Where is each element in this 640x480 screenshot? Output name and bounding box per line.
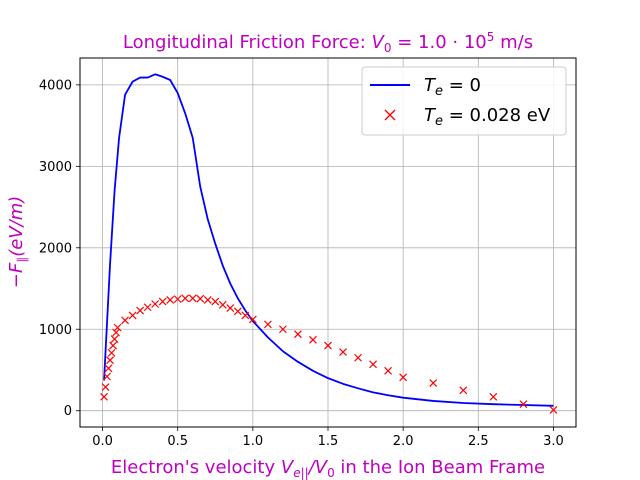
- data-point-te-0028: [241, 311, 250, 320]
- data-point-te-0028: [226, 304, 235, 312]
- legend-box: [361, 66, 567, 136]
- x-tick-label: 1.0: [243, 434, 264, 449]
- data-point-te-0028: [181, 294, 190, 303]
- data-point-te-0028: [166, 296, 175, 304]
- data-point-te-0028: [429, 379, 438, 387]
- legend-label-te028: Te = 0.028 eV: [424, 105, 551, 129]
- y-tick-label: 4000: [39, 78, 72, 93]
- data-point-te-0028: [121, 316, 130, 325]
- data-point-te-0028: [188, 294, 197, 303]
- y-tick-label: 3000: [39, 160, 72, 175]
- x-tick-label: 0.0: [92, 434, 113, 449]
- data-point-te-0028: [151, 300, 160, 308]
- y-tick-label: 1000: [39, 323, 72, 338]
- x-tick-label: 2.0: [393, 434, 414, 449]
- data-point-te-0028: [109, 341, 117, 350]
- data-point-te-0028: [101, 383, 110, 392]
- x-tick-label: 2.5: [468, 434, 489, 449]
- data-point-te-0028: [263, 320, 272, 329]
- data-point-te-0028: [211, 297, 220, 306]
- data-point-te-0028: [384, 366, 393, 375]
- data-point-te-0028: [339, 348, 347, 356]
- legend-label-te0: Te = 0: [424, 75, 481, 99]
- y-axis-label: −F∥(eV/m): [6, 196, 29, 288]
- data-point-te-0028: [369, 360, 378, 369]
- data-point-te-0028: [110, 335, 119, 343]
- data-point-te-0028: [112, 328, 120, 337]
- y-tick-label: 2000: [39, 241, 72, 256]
- axis-ticks: 0.0 0.5 1.0 1.5 2.0 2.5 3.0 0 1000 2000 3000 4000: [39, 78, 564, 449]
- data-point-te-0028: [143, 303, 152, 312]
- data-point-te-0028: [136, 306, 145, 315]
- data-point-te-0028: [103, 372, 111, 381]
- x-tick-label: 3.0: [543, 434, 564, 449]
- data-point-te-0028: [113, 323, 122, 332]
- data-point-te-0028: [309, 335, 317, 344]
- data-point-te-0028: [100, 392, 108, 401]
- data-point-te-0028: [203, 296, 212, 304]
- data-point-te-0028: [218, 300, 227, 309]
- data-point-te-0028: [173, 295, 182, 304]
- data-point-te-0028: [196, 294, 205, 303]
- data-point-te-0028: [107, 348, 116, 357]
- series-line-te-0: [103, 73, 554, 407]
- data-point-te-0028: [519, 400, 528, 409]
- x-axis-label: Electron's velocity Ve||/V0 in the Ion B…: [111, 457, 545, 480]
- data-point-te-0028: [489, 392, 498, 401]
- data-point-te-0028: [106, 356, 114, 365]
- data-point-te-0028: [104, 364, 113, 373]
- x-tick-label: 1.5: [318, 434, 339, 449]
- data-point-te-0028: [278, 325, 287, 334]
- data-point-te-0028: [324, 341, 332, 350]
- data-point-te-0028: [549, 405, 558, 414]
- data-point-te-0028: [128, 311, 137, 320]
- data-point-te-0028: [233, 307, 242, 316]
- chart-title: Longitudinal Friction Force: V0 = 1.0 · …: [123, 30, 533, 55]
- legend-marker-swatch: [384, 109, 396, 121]
- data-point-te-0028: [354, 353, 362, 362]
- data-point-te-0028: [459, 386, 468, 395]
- legend: Te = 0 Te = 0.028 eV: [361, 66, 567, 136]
- data-point-te-0028: [248, 315, 257, 324]
- data-point-te-0028: [158, 297, 167, 306]
- series-layer: [100, 73, 558, 414]
- data-point-te-0028: [399, 373, 408, 382]
- data-point-te-0028: [294, 330, 302, 339]
- x-tick-label: 0.5: [167, 434, 188, 449]
- y-tick-label: 0: [64, 404, 72, 419]
